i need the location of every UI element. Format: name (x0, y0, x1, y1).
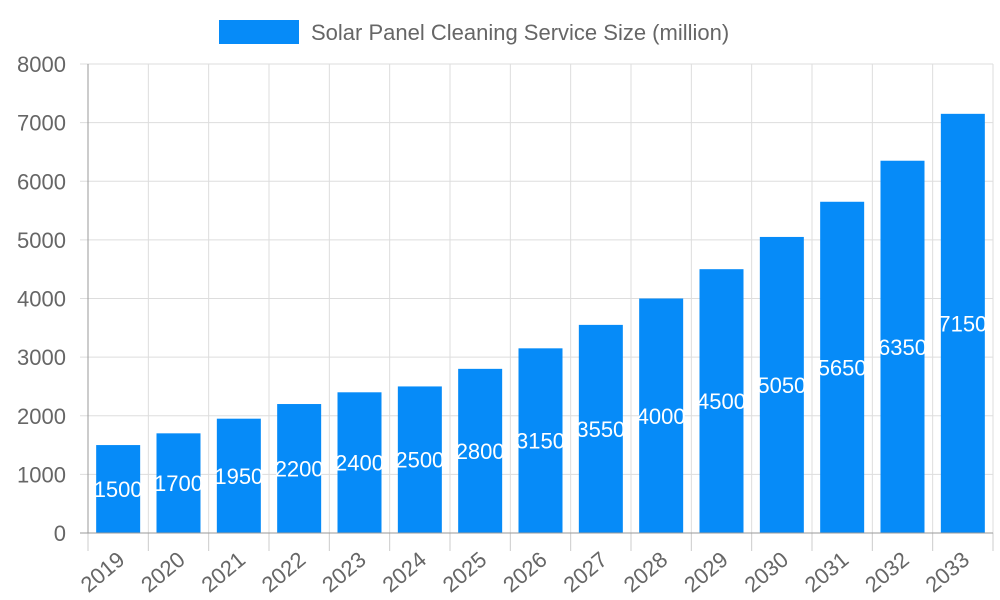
data-label: 7150 (938, 311, 987, 336)
bar-2024 (397, 386, 442, 533)
bar-2029 (699, 269, 744, 533)
bar-2030 (759, 236, 804, 533)
x-tick-label: 2024 (377, 547, 431, 598)
legend-label: Solar Panel Cleaning Service Size (milli… (311, 20, 729, 45)
y-tick-label: 4000 (17, 287, 66, 312)
data-label: 2400 (335, 451, 384, 476)
bar-2027 (578, 324, 623, 533)
data-label: 1950 (214, 464, 263, 489)
data-label: 3550 (576, 417, 625, 442)
y-tick-label: 7000 (17, 111, 66, 136)
data-label: 4500 (697, 389, 746, 414)
bar-2033 (940, 113, 985, 534)
x-tick-label: 2019 (76, 547, 130, 598)
y-tick-label: 3000 (17, 345, 66, 370)
y-tick-label: 0 (54, 521, 66, 546)
x-tick-label: 2026 (498, 547, 552, 598)
y-tick-label: 6000 (17, 169, 66, 194)
x-tick-label: 2029 (679, 547, 733, 598)
x-tick-label: 2021 (196, 547, 250, 598)
y-tick-label: 8000 (17, 52, 66, 77)
data-label: 2800 (456, 439, 505, 464)
bar-2026 (518, 348, 563, 533)
y-tick-label: 1000 (17, 462, 66, 487)
data-label: 5650 (818, 355, 867, 380)
bar-2032 (880, 160, 925, 533)
data-label: 2200 (275, 457, 324, 482)
bar-2021 (216, 418, 261, 533)
y-tick-label: 2000 (17, 404, 66, 429)
grid (80, 63, 994, 534)
bars (96, 113, 985, 534)
x-tick-label: 2022 (257, 547, 311, 598)
data-label: 5050 (757, 373, 806, 398)
data-label: 3150 (516, 429, 565, 454)
x-tick-label: 2030 (739, 547, 793, 598)
legend-swatch (219, 20, 299, 44)
data-label: 6350 (878, 335, 927, 360)
bar-2025 (458, 368, 503, 533)
bar-2019 (96, 445, 141, 533)
bar-2028 (639, 298, 684, 533)
x-tick-label: 2033 (920, 547, 974, 598)
data-label: 1500 (94, 477, 143, 502)
bar-2022 (277, 404, 322, 533)
x-tick-label: 2032 (860, 547, 914, 598)
x-tick-label: 2025 (438, 547, 492, 598)
data-label: 2500 (395, 448, 444, 473)
x-tick-label: 2023 (317, 547, 371, 598)
x-tick-label: 2028 (619, 547, 673, 598)
data-label: 4000 (637, 404, 686, 429)
bar-2020 (156, 433, 201, 533)
y-tick-label: 5000 (17, 228, 66, 253)
x-tick-label: 2027 (558, 547, 612, 598)
x-tick-label: 2020 (136, 547, 190, 598)
legend[interactable]: Solar Panel Cleaning Service Size (milli… (219, 20, 729, 45)
data-label: 1700 (154, 471, 203, 496)
bar-2031 (820, 201, 865, 534)
data-labels: 1500 1700 1950 2200 2400 2500 2800 3150 3550 4000… (94, 311, 988, 502)
x-tick-label: 2031 (800, 547, 854, 598)
bar-2023 (337, 392, 382, 533)
